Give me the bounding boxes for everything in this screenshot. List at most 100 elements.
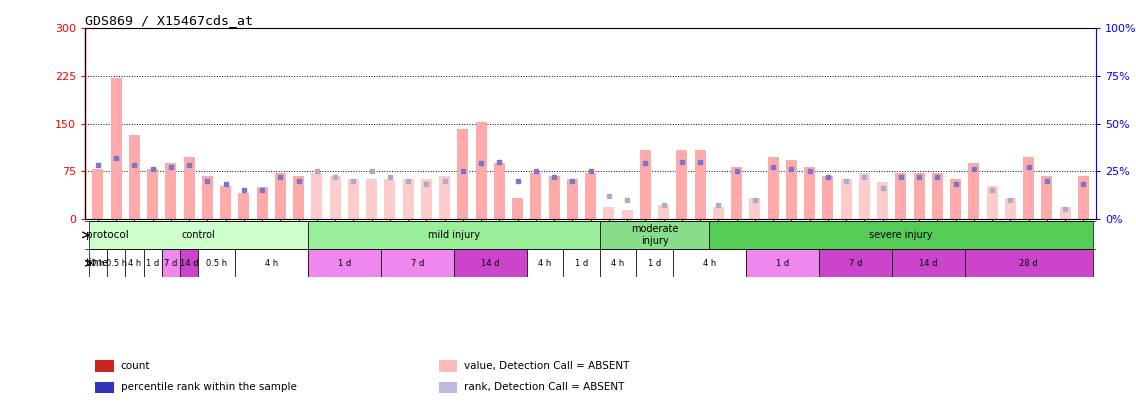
Text: 0.5 h: 0.5 h xyxy=(106,259,127,268)
Text: 14 d: 14 d xyxy=(179,259,199,268)
Bar xyxy=(822,175,834,219)
Text: 7 d: 7 d xyxy=(410,259,424,268)
Bar xyxy=(235,249,308,277)
Bar xyxy=(199,249,235,277)
Bar xyxy=(768,156,778,219)
Bar xyxy=(549,175,560,219)
Text: 4 h: 4 h xyxy=(538,259,552,268)
Text: control: control xyxy=(182,230,215,240)
Text: 4 h: 4 h xyxy=(265,259,278,268)
Text: percentile rank within the sample: percentile rank within the sample xyxy=(120,382,296,392)
Bar xyxy=(621,210,633,219)
Bar xyxy=(454,249,527,277)
Text: 4 h: 4 h xyxy=(703,259,716,268)
Text: GDS869 / X15467cds_at: GDS869 / X15467cds_at xyxy=(85,14,253,27)
Bar xyxy=(257,187,268,219)
Text: 4 h: 4 h xyxy=(611,259,625,268)
Bar xyxy=(932,173,943,219)
Bar xyxy=(987,186,997,219)
Text: time: time xyxy=(85,258,109,268)
Bar xyxy=(732,167,742,219)
Text: 28 d: 28 d xyxy=(1019,259,1038,268)
Bar xyxy=(677,150,687,219)
Bar xyxy=(512,198,524,219)
Bar xyxy=(859,173,870,219)
Bar xyxy=(746,249,819,277)
Bar xyxy=(950,179,961,219)
Bar xyxy=(1060,207,1071,219)
Bar xyxy=(567,179,578,219)
Bar xyxy=(143,249,161,277)
Bar xyxy=(531,173,542,219)
Bar xyxy=(381,249,454,277)
Bar xyxy=(110,78,122,219)
Text: 1 d: 1 d xyxy=(776,259,790,268)
Bar xyxy=(421,179,432,219)
Text: 0.5 h: 0.5 h xyxy=(206,259,227,268)
Text: 1 d: 1 d xyxy=(648,259,661,268)
Bar xyxy=(89,249,107,277)
Text: 1 d: 1 d xyxy=(147,259,159,268)
Text: 1 d: 1 d xyxy=(337,259,351,268)
Bar xyxy=(600,249,636,277)
Bar xyxy=(695,150,705,219)
Text: rank, Detection Call = ABSENT: rank, Detection Call = ABSENT xyxy=(465,382,625,392)
Bar xyxy=(202,175,212,219)
Text: severe injury: severe injury xyxy=(869,230,933,240)
Bar xyxy=(709,221,1093,249)
Bar xyxy=(1042,175,1052,219)
Bar xyxy=(1005,198,1016,219)
Bar xyxy=(458,129,468,219)
Bar xyxy=(95,360,114,372)
Bar xyxy=(1078,175,1089,219)
Bar xyxy=(89,221,308,249)
Bar xyxy=(366,179,377,219)
Bar xyxy=(438,382,458,393)
Bar xyxy=(384,179,395,219)
Bar xyxy=(166,163,176,219)
Text: 14 d: 14 d xyxy=(481,259,500,268)
Bar xyxy=(892,249,964,277)
Text: 14 d: 14 d xyxy=(919,259,937,268)
Text: 7 d: 7 d xyxy=(165,259,177,268)
Bar xyxy=(563,249,600,277)
Bar xyxy=(130,135,140,219)
Text: 0 h: 0 h xyxy=(91,259,105,268)
Bar xyxy=(311,173,323,219)
Bar xyxy=(220,186,232,219)
Bar xyxy=(964,249,1093,277)
Bar xyxy=(239,193,250,219)
Text: 7 d: 7 d xyxy=(849,259,862,268)
Bar xyxy=(713,207,724,219)
Bar xyxy=(403,179,414,219)
Text: protocol: protocol xyxy=(85,230,128,240)
Bar xyxy=(438,360,458,372)
Bar xyxy=(107,249,125,277)
Bar xyxy=(841,179,852,219)
Bar xyxy=(494,163,504,219)
Bar xyxy=(275,173,286,219)
Bar xyxy=(750,198,760,219)
Bar xyxy=(476,122,486,219)
Bar xyxy=(603,207,615,219)
Text: moderate
injury: moderate injury xyxy=(630,224,678,246)
Text: count: count xyxy=(120,361,150,371)
Bar xyxy=(95,382,114,393)
Bar xyxy=(640,150,651,219)
Bar xyxy=(161,249,181,277)
Bar xyxy=(181,249,199,277)
Bar xyxy=(585,173,596,219)
Bar xyxy=(329,175,341,219)
Text: value, Detection Call = ABSENT: value, Detection Call = ABSENT xyxy=(465,361,629,371)
Bar xyxy=(440,175,450,219)
Bar xyxy=(636,249,673,277)
Bar xyxy=(786,160,797,219)
Bar xyxy=(913,173,925,219)
Bar xyxy=(308,249,381,277)
Bar xyxy=(877,182,888,219)
Bar xyxy=(804,167,816,219)
Bar xyxy=(308,221,600,249)
Bar xyxy=(673,249,746,277)
Bar xyxy=(658,205,669,219)
Bar xyxy=(293,175,304,219)
